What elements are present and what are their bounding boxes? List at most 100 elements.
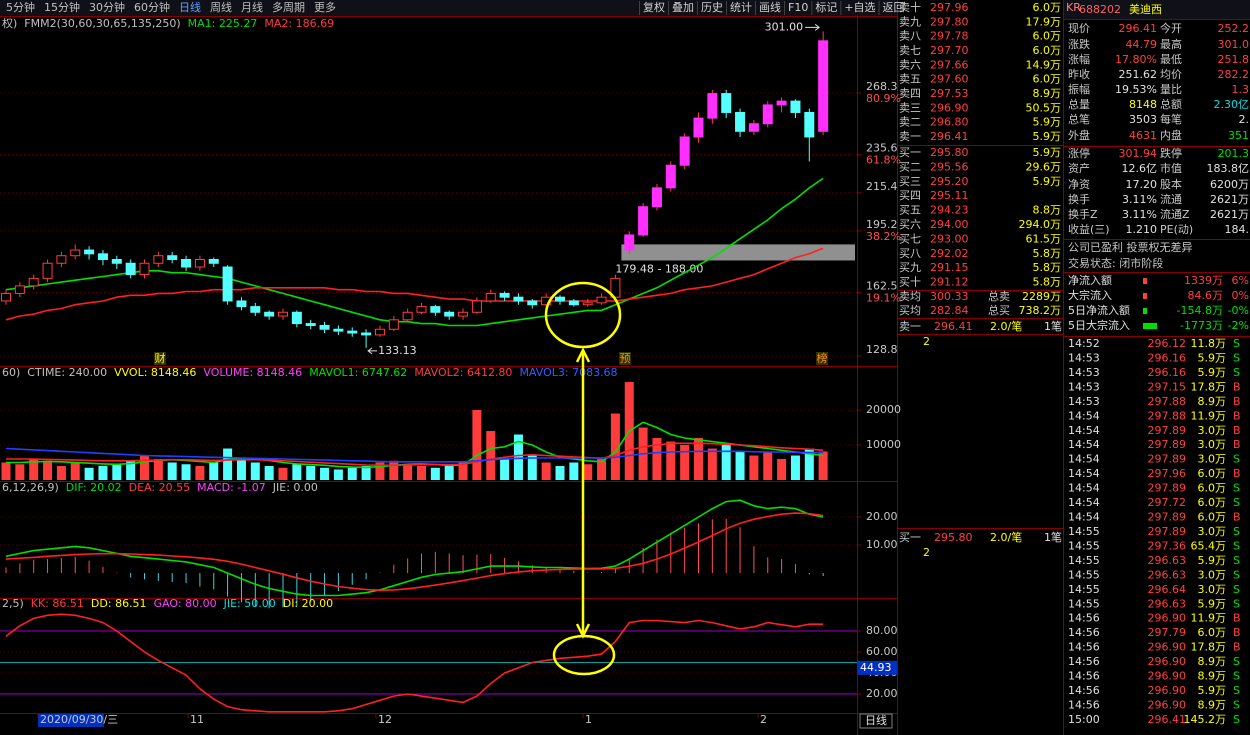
book-volume: 50.5万 bbox=[1026, 101, 1062, 114]
trade-volume: 17.8万 bbox=[1191, 380, 1227, 393]
total-label: 买均 bbox=[899, 304, 921, 317]
trade-volume: 3.0万 bbox=[1198, 453, 1227, 466]
toolbar-button[interactable]: +自选 bbox=[844, 1, 875, 14]
book-volume: 6.0万 bbox=[1033, 44, 1062, 57]
book-volume: 61.5万 bbox=[1026, 232, 1062, 245]
book-volume: 5.8万 bbox=[1033, 276, 1062, 289]
toolbar-button[interactable]: 画线 bbox=[759, 0, 781, 14]
flow-label: 净流入额 bbox=[1068, 273, 1112, 287]
x-tick-label: 1 bbox=[585, 713, 592, 726]
trade-time: 14:56 bbox=[1068, 670, 1100, 683]
quote-label: 市值 bbox=[1160, 161, 1182, 175]
trade-side: S bbox=[1233, 670, 1240, 683]
candle-body bbox=[527, 300, 538, 306]
book-volume: 294.0万 bbox=[1019, 218, 1062, 231]
candle-body bbox=[333, 328, 344, 332]
y-tick-label: 10000 bbox=[866, 438, 901, 451]
trade-volume: 6.0万 bbox=[1198, 511, 1227, 524]
quote-label: 量比 bbox=[1160, 83, 1182, 96]
quote-label: 涨停 bbox=[1068, 146, 1090, 160]
flow-value: -1773万 bbox=[1180, 319, 1223, 332]
volume-bar bbox=[763, 452, 773, 480]
volume-bar bbox=[500, 459, 510, 480]
indicator-header: DEA: 20.55 bbox=[129, 481, 190, 494]
candle-body bbox=[499, 292, 510, 298]
trade-side: S bbox=[1233, 713, 1240, 726]
candle-body bbox=[444, 311, 455, 317]
toolbar-button[interactable]: 叠加 bbox=[672, 1, 694, 14]
book-price: 294.23 bbox=[930, 204, 969, 217]
period-tab[interactable]: 日线 bbox=[179, 0, 201, 14]
candle-body bbox=[555, 296, 565, 302]
toolbar-button[interactable]: 返回 bbox=[883, 1, 905, 14]
candle-body bbox=[638, 206, 649, 236]
quote-label: 净资 bbox=[1068, 177, 1090, 191]
y-tick-label: 10.00 bbox=[866, 538, 898, 551]
toolbar-button[interactable]: F10 bbox=[788, 1, 808, 14]
toolbar-button[interactable]: 复权 bbox=[643, 0, 665, 14]
book-label: 卖九 bbox=[899, 15, 921, 28]
volume-bar bbox=[735, 452, 745, 480]
trade-price: 296.16 bbox=[1148, 351, 1187, 364]
queue-detail: 2 bbox=[923, 546, 930, 559]
period-tab[interactable]: 周线 bbox=[210, 0, 232, 14]
trade-volume: 6.0万 bbox=[1198, 482, 1227, 495]
trade-price: 296.41 bbox=[1148, 713, 1187, 726]
indicator-header: MA1: 225.27 bbox=[188, 17, 258, 30]
period-tab[interactable]: 30分钟 bbox=[89, 0, 125, 14]
toolbar-button[interactable]: 标记 bbox=[815, 0, 837, 14]
period-tab[interactable]: 月线 bbox=[241, 0, 263, 14]
book-label: 卖八 bbox=[899, 30, 921, 43]
book-price: 296.90 bbox=[930, 101, 969, 114]
book-price: 297.80 bbox=[930, 15, 969, 28]
indicator-line bbox=[5, 447, 824, 463]
toolbar-button[interactable]: 统计 bbox=[730, 1, 752, 14]
book-label: 买一 bbox=[899, 146, 921, 159]
period-tab[interactable]: 15分钟 bbox=[44, 0, 80, 14]
queue-label: 卖一 bbox=[899, 320, 921, 333]
volume-bar bbox=[70, 462, 80, 480]
fib-label: 38.2% bbox=[866, 230, 901, 243]
arrow-head bbox=[575, 347, 591, 639]
total-label: 卖均 bbox=[899, 290, 921, 303]
trade-side: B bbox=[1233, 409, 1241, 422]
candle-body bbox=[458, 311, 469, 317]
fib-label: 19.1% bbox=[866, 291, 901, 304]
quote-value: 1.3 bbox=[1232, 83, 1250, 96]
book-price: 296.41 bbox=[930, 130, 969, 143]
quote-label: 涨跌 bbox=[1068, 37, 1090, 51]
period-tab[interactable]: 60分钟 bbox=[134, 0, 170, 14]
volume-bar bbox=[278, 467, 288, 480]
volume-bar bbox=[112, 464, 122, 480]
period-tab[interactable]: 更多 bbox=[314, 0, 336, 14]
indicator-header: JIE: 0.00 bbox=[272, 481, 318, 494]
x-tick-label: 2 bbox=[760, 713, 767, 726]
quote-value: 12.6亿 bbox=[1122, 162, 1158, 175]
candle-body bbox=[28, 277, 39, 287]
period-tab[interactable]: 多周期 bbox=[272, 0, 305, 14]
flow-bar bbox=[1143, 323, 1157, 329]
trade-price: 297.88 bbox=[1148, 395, 1187, 408]
quote-label: 收益(三) bbox=[1068, 222, 1110, 236]
quote-value: 301.94 bbox=[1119, 147, 1158, 160]
volume-bar bbox=[666, 441, 676, 480]
trade-side: S bbox=[1233, 568, 1240, 581]
candle-body bbox=[651, 187, 662, 208]
book-label: 买三 bbox=[899, 175, 921, 188]
book-volume: 6.0万 bbox=[1033, 30, 1062, 43]
trade-price: 296.90 bbox=[1148, 670, 1187, 683]
trade-price: 296.63 bbox=[1148, 597, 1187, 610]
volume-bar bbox=[777, 459, 787, 480]
candle-body bbox=[776, 100, 787, 106]
trade-volume: 11.8万 bbox=[1191, 337, 1227, 350]
candle-body bbox=[111, 258, 122, 264]
quote-label: 最高 bbox=[1160, 37, 1182, 51]
trade-time: 14:55 bbox=[1068, 525, 1100, 538]
quote-value: 2.30亿 bbox=[1214, 98, 1250, 111]
period-tab[interactable]: 5分钟 bbox=[6, 0, 35, 14]
volume-bar bbox=[56, 466, 66, 480]
toolbar-button[interactable]: 历史 bbox=[701, 1, 723, 14]
book-price: 293.00 bbox=[930, 232, 969, 245]
trade-volume: 6.0万 bbox=[1198, 496, 1227, 509]
